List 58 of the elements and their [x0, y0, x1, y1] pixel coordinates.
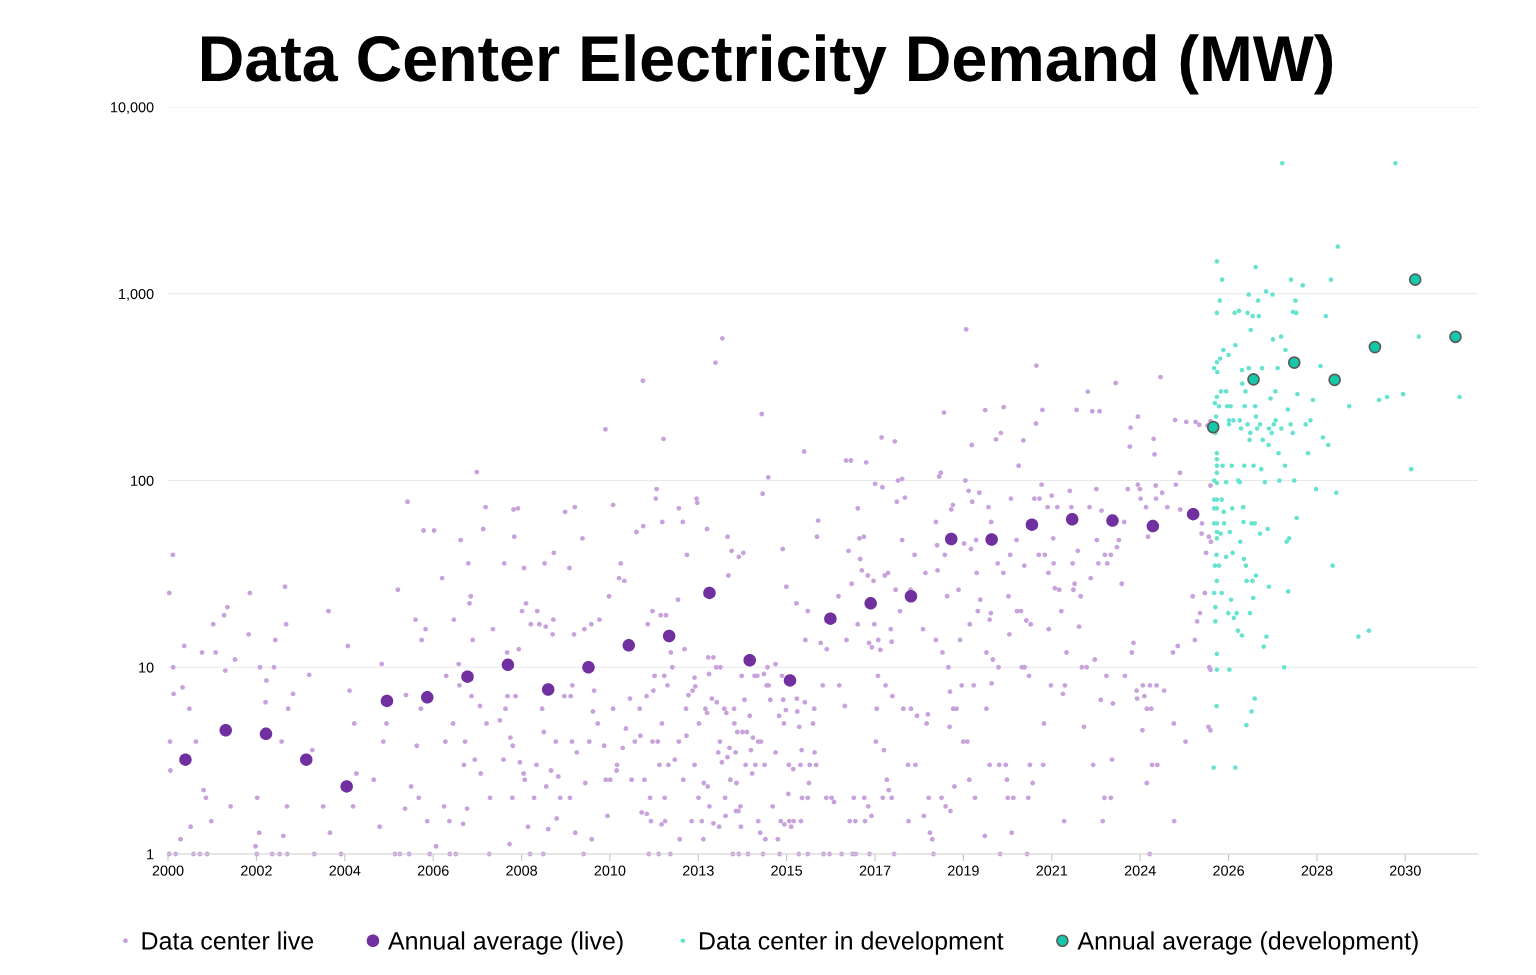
y-tick-label: 10 [139, 662, 154, 673]
x-tick-label: 2002 [241, 865, 272, 876]
point [541, 683, 555, 696]
point [582, 661, 595, 674]
point [1146, 519, 1160, 533]
x-tick-label: 2000 [152, 865, 184, 876]
y-tick-label: 1,000 [119, 288, 154, 301]
point [783, 674, 797, 687]
x-tick-label: 2030 [1389, 865, 1421, 876]
x-tick-label: 2010 [594, 865, 626, 876]
y-tick-label: 1 [147, 849, 154, 860]
point [1186, 507, 1200, 521]
legend-label: Data center live [142, 931, 314, 950]
point [1106, 514, 1119, 527]
point [1065, 513, 1079, 526]
x-tick-label: 2006 [417, 865, 449, 876]
point [1368, 340, 1382, 354]
point [461, 670, 474, 683]
x-tick-label: 2004 [329, 865, 361, 876]
point [179, 753, 192, 766]
point [1328, 373, 1341, 387]
point [824, 612, 837, 625]
point [944, 532, 958, 546]
point [300, 753, 313, 766]
legend-label: Annual average (live) [387, 931, 623, 955]
point [380, 694, 394, 708]
point [259, 727, 273, 741]
point [662, 629, 676, 643]
point [1408, 273, 1422, 286]
point [1247, 373, 1260, 386]
x-tick-label: 2013 [682, 865, 714, 876]
legend-label: Annual average (development) [1077, 931, 1418, 955]
x-tick-label: 2015 [771, 865, 803, 876]
point [743, 654, 756, 667]
x-tick-label: 2017 [859, 865, 891, 876]
point [622, 639, 636, 652]
point [340, 780, 353, 793]
point [703, 586, 716, 600]
point [1287, 356, 1301, 369]
chart-title: Data Center Electricity Demand (MW) [202, 34, 1333, 95]
x-tick-label: 2026 [1213, 865, 1245, 876]
y-tick-label: 100 [131, 475, 154, 486]
point [1206, 420, 1220, 434]
point [904, 590, 918, 603]
point [219, 723, 232, 737]
point [985, 533, 998, 546]
x-tick-label: 2024 [1124, 865, 1156, 876]
x-tick-label: 2028 [1301, 865, 1333, 876]
y-tick-label: 10,000 [111, 102, 154, 115]
point [864, 597, 877, 610]
x-tick-label: 2019 [948, 865, 979, 876]
point [420, 691, 434, 704]
legend-label: Data center in development [699, 931, 1004, 955]
x-tick-label: 2021 [1036, 865, 1068, 876]
point [1025, 518, 1039, 531]
point [1449, 330, 1462, 344]
x-tick-label: 2008 [506, 865, 538, 876]
point [501, 658, 515, 672]
